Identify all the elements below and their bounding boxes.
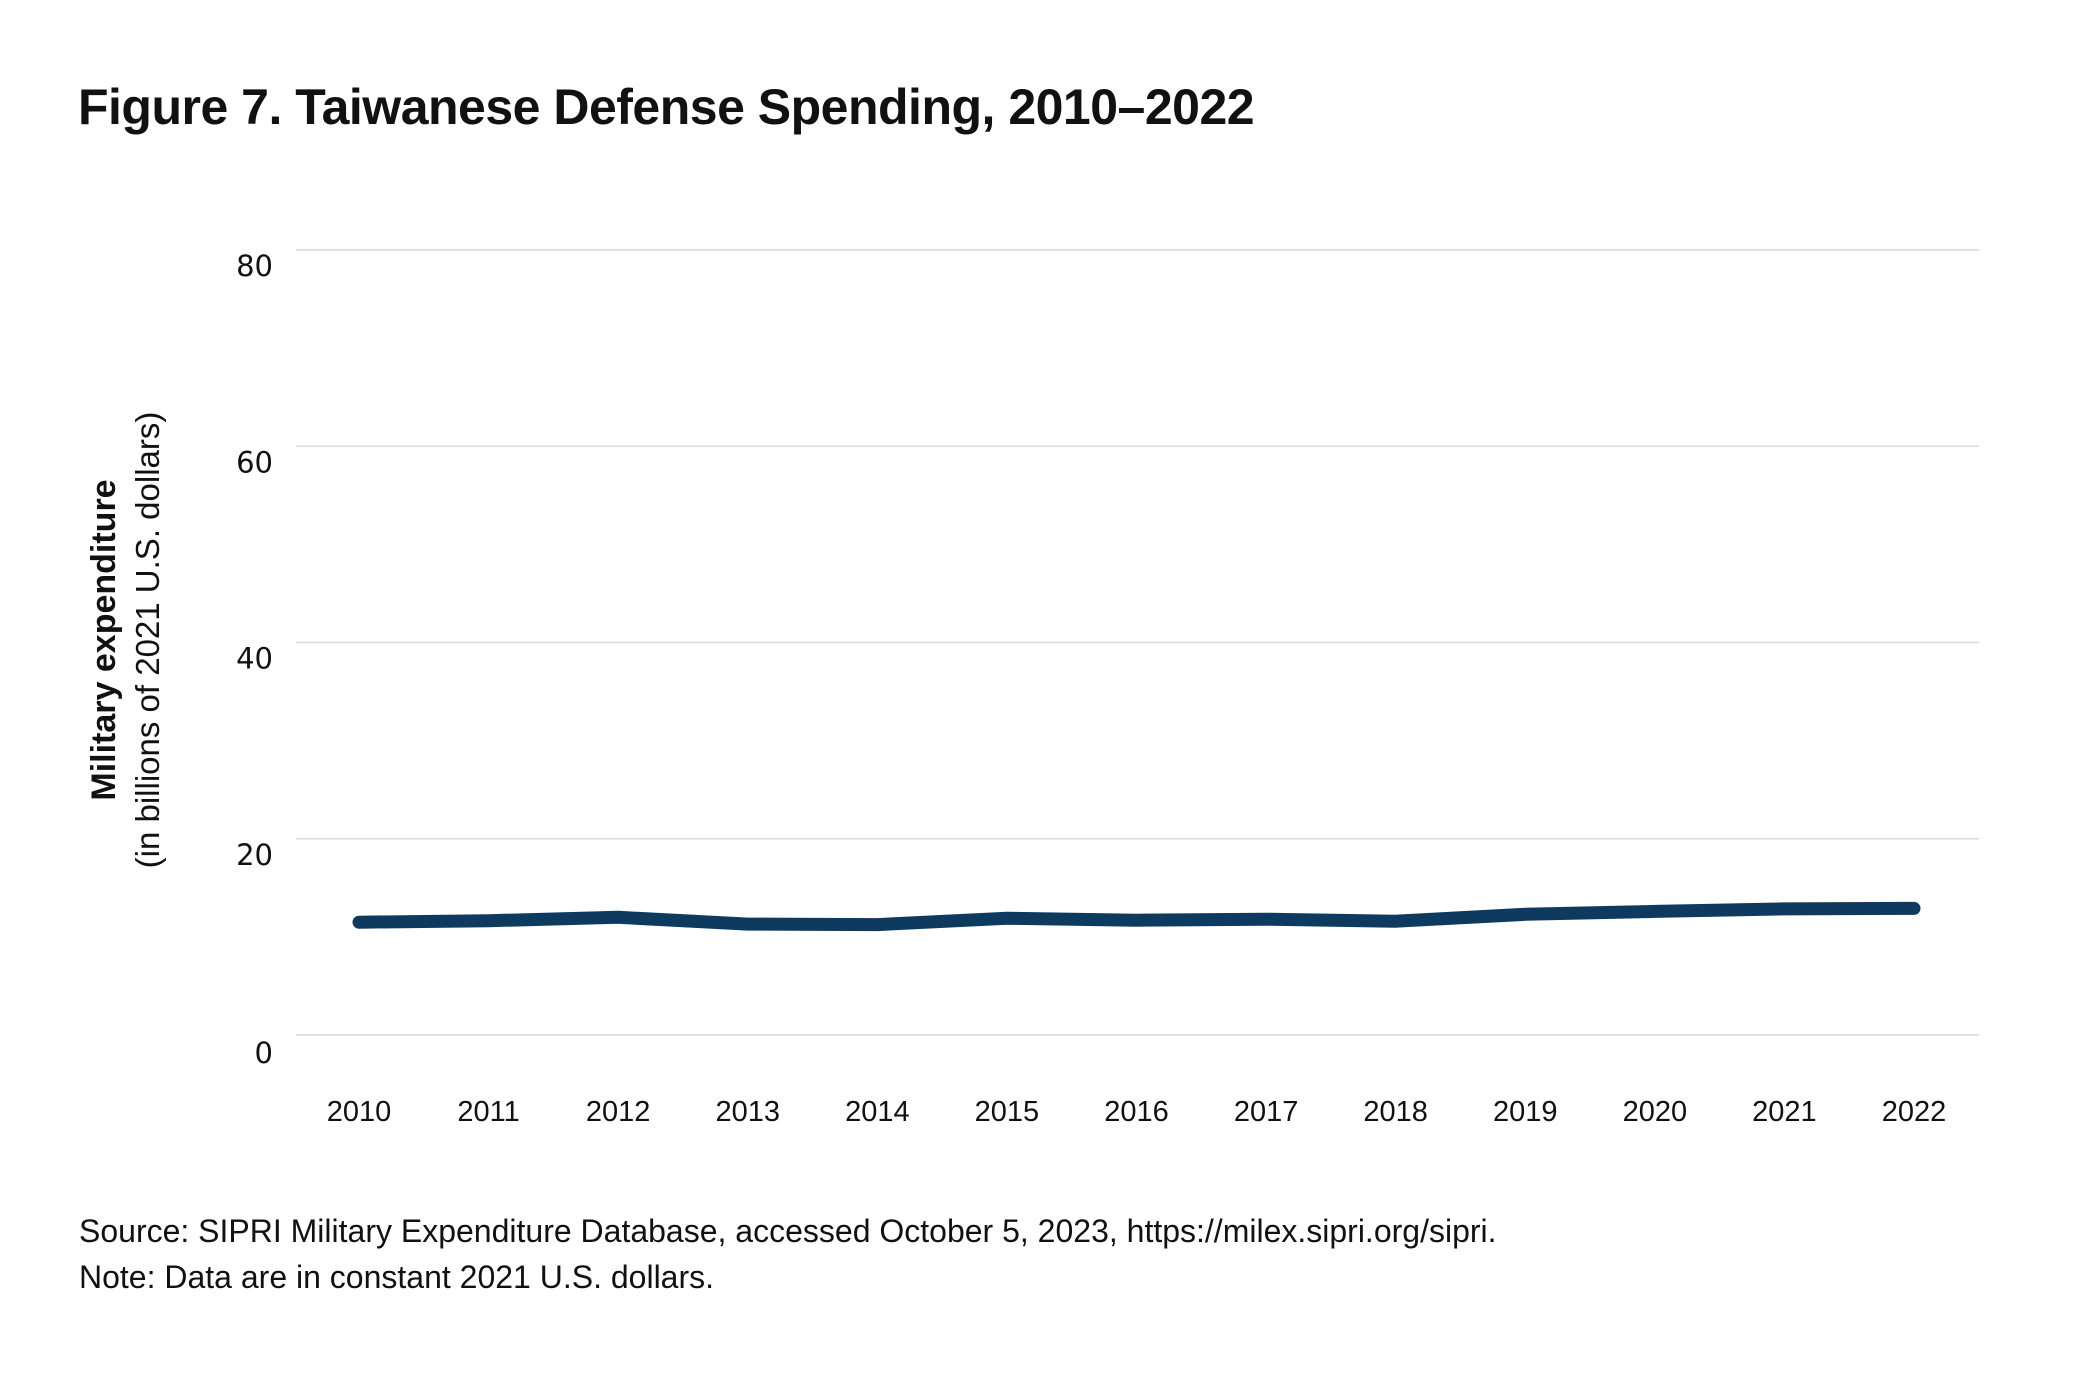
y-tick-label: 0 xyxy=(255,1036,273,1070)
x-tick-label: 2014 xyxy=(845,1096,910,1128)
x-tick-label: 2010 xyxy=(327,1096,392,1128)
x-tick-label: 2015 xyxy=(975,1096,1040,1128)
y-tick-label: 60 xyxy=(236,445,273,479)
y-tick-label: 40 xyxy=(236,642,273,676)
x-tick-label: 2019 xyxy=(1493,1096,1558,1128)
y-tick-label: 80 xyxy=(236,249,273,283)
data-note: Note: Data are in constant 2021 U.S. dol… xyxy=(79,1259,715,1295)
x-tick-label: 2021 xyxy=(1752,1096,1817,1128)
x-tick-label: 2022 xyxy=(1882,1096,1947,1128)
x-tick-label: 2013 xyxy=(715,1096,780,1128)
source-note: Source: SIPRI Military Expenditure Datab… xyxy=(79,1213,1497,1249)
x-tick-label: 2012 xyxy=(586,1096,651,1128)
series-line xyxy=(352,901,1921,932)
x-tick-label: 2017 xyxy=(1234,1096,1299,1128)
x-tick-label: 2016 xyxy=(1104,1096,1169,1128)
chart-title: Figure 7. Taiwanese Defense Spending, 20… xyxy=(78,79,1255,135)
x-tick-label: 2020 xyxy=(1623,1096,1688,1128)
y-tick-label: 20 xyxy=(236,838,273,872)
x-tick-label: 2011 xyxy=(457,1096,519,1128)
x-tick-label: 2018 xyxy=(1363,1096,1428,1128)
